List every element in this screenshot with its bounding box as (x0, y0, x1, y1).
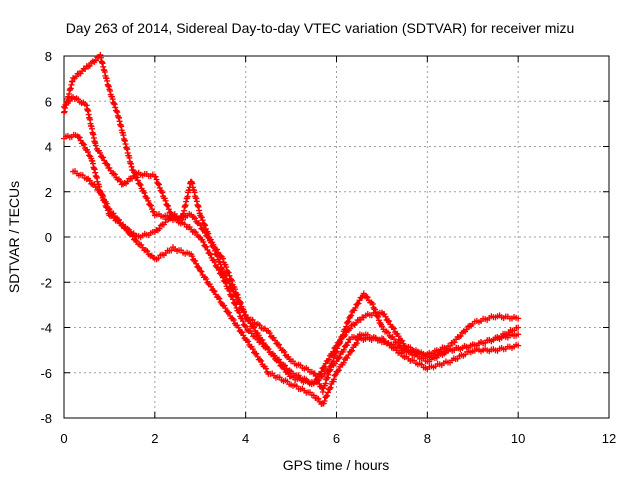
y-tick-label: 4 (45, 140, 52, 155)
y-tick-label: 6 (45, 94, 52, 109)
series-1 (61, 51, 522, 395)
y-tick-label: 0 (45, 230, 52, 245)
axis-ticks (63, 55, 610, 419)
y-tick-label: -8 (40, 411, 52, 426)
y-tick-labels: -8 -6 -4 -2 0 2 4 6 8 (40, 49, 52, 426)
x-tick-label: 6 (333, 431, 340, 446)
x-tick-labels: 0 2 4 6 8 10 12 (60, 431, 616, 446)
x-tick-label: 4 (242, 431, 249, 446)
x-tick-label: 10 (511, 431, 525, 446)
x-tick-label: 2 (151, 431, 158, 446)
grid (64, 56, 609, 418)
y-tick-label: -2 (40, 275, 52, 290)
y-axis-label: SDTVAR / TECUs (6, 181, 22, 293)
x-axis-label: GPS time / hours (283, 457, 390, 473)
x-tick-label: 0 (60, 431, 67, 446)
y-tick-label: 2 (45, 185, 52, 200)
chart-title: Day 263 of 2014, Sidereal Day-to-day VTE… (66, 20, 575, 36)
y-tick-label: 8 (45, 49, 52, 64)
y-tick-label: -4 (40, 321, 52, 336)
x-tick-label: 8 (424, 431, 431, 446)
series-4 (70, 168, 522, 407)
x-tick-label: 12 (602, 431, 616, 446)
series-layer (61, 51, 522, 407)
y-tick-label: -6 (40, 366, 52, 381)
